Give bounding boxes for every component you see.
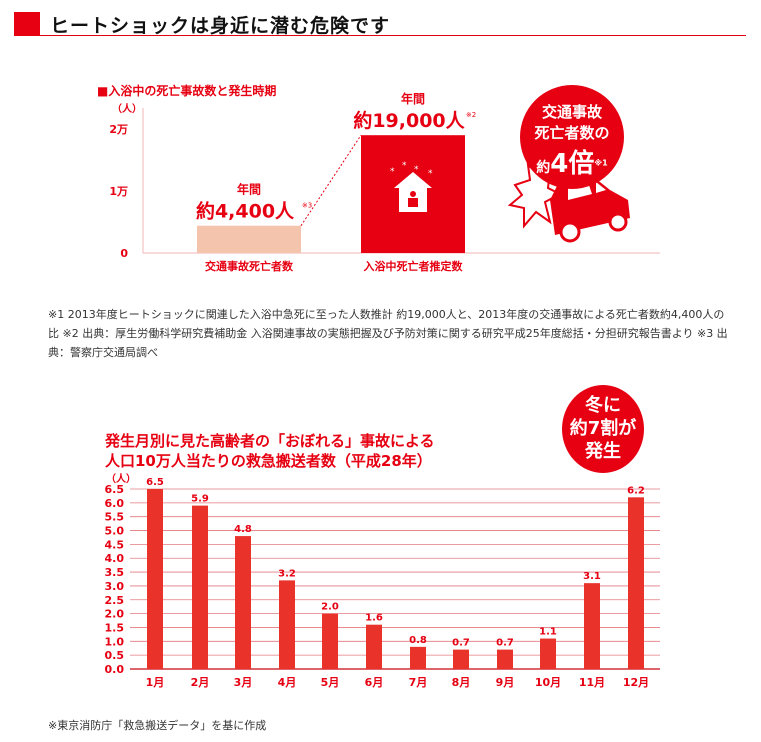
callout-winter-line2: 約7割が (569, 418, 637, 439)
chart2-value-label: 6.5 (146, 477, 164, 488)
chart2-ytick: 1.0 (105, 635, 125, 648)
callout-line2: 死亡者数の (534, 124, 610, 142)
bar-label-note: ※2 (466, 111, 476, 119)
chart1-ytick: 1万 (109, 185, 128, 198)
chart2-bar (410, 646, 426, 669)
chart2-value-label: 1.1 (539, 627, 557, 638)
chart2-month-label: 10月 (535, 676, 561, 689)
chart2-month-label: 12月 (623, 676, 649, 689)
chart2-bar (584, 583, 600, 669)
chart2-value-label: 1.6 (365, 613, 383, 624)
chart2-month-label: 1月 (146, 676, 165, 689)
callout-winter: 冬に 約7割が 発生 (562, 385, 644, 473)
header-marker (14, 12, 40, 36)
chart2-ytick: 6.5 (105, 483, 125, 496)
chart2-ytick: 3.5 (105, 566, 125, 579)
callout-prefix: 約 (536, 160, 551, 176)
chart2-bar (540, 638, 556, 669)
car-crash-icon (507, 162, 630, 243)
chart1-ytick: 0 (120, 247, 128, 260)
bar-label-note: ※3 (302, 202, 312, 210)
bar-label-top: 年間 (401, 91, 425, 106)
callout-line1: 交通事故 (541, 103, 602, 121)
chart2-value-label: 2.0 (321, 602, 339, 613)
chart2-month-label: 3月 (234, 676, 253, 689)
chart2-value-label: 3.1 (583, 571, 601, 582)
chart2-bar (147, 489, 163, 669)
chart2-subtitle: 人口10万人当たりの救急搬送者数（平成28年） (105, 452, 432, 470)
callout-winter-line3: 発生 (585, 441, 621, 462)
bar-label-main: 約19,000人 (353, 109, 465, 132)
chart2-ytick: 3.0 (105, 580, 125, 593)
chart2-ytick: 4.5 (105, 538, 125, 551)
chart2-value-label: 4.8 (234, 524, 252, 535)
snowflake-icon: * (414, 165, 419, 175)
chart2-bar (497, 649, 513, 669)
chart2-month-label: 4月 (278, 676, 297, 689)
chart2-value-label: 6.2 (627, 485, 645, 496)
chart2-ytick: 0.5 (105, 649, 125, 662)
chart2-month-label: 9月 (496, 676, 515, 689)
header-divider (14, 35, 746, 36)
chart2-bar (322, 613, 338, 669)
chart1-title: ■入浴中の死亡事故数と発生時期 (97, 83, 276, 98)
chart2-value-label: 3.2 (278, 568, 296, 579)
chart2-bar (453, 649, 469, 669)
chart2-ytick: 2.0 (105, 608, 125, 621)
chart2-bar (628, 497, 644, 669)
chart2-ylabel: （人） (106, 472, 136, 485)
chart2-bar (279, 580, 295, 669)
chart1-ytick: 2万 (109, 123, 128, 136)
chart2-ytick: 5.0 (105, 525, 125, 538)
chart2-ytick: 1.5 (105, 621, 125, 634)
chart2-month-label: 2月 (191, 676, 210, 689)
chart2-ytick: 2.5 (105, 594, 125, 607)
footnotes: ※1 2013年度ヒートショックに関連した入浴中急死に至った人数推計 約19,0… (48, 308, 728, 359)
chart2-value-label: 0.7 (496, 638, 514, 649)
chart2-month-label: 6月 (365, 676, 384, 689)
chart2-title: 発生月別に見た高齢者の「おぼれる」事故による (104, 432, 435, 450)
chart1-ylabel: （人） (112, 102, 142, 115)
bar-label-top: 年間 (237, 182, 261, 197)
chart2-bar (192, 505, 208, 669)
callout-big: 4倍 (550, 149, 595, 179)
chart1-category: 交通事故死亡者数 (205, 259, 294, 273)
chart1-category: 入浴中死亡者推定数 (364, 259, 464, 273)
callout-winter-line1: 冬に (585, 395, 621, 416)
bath-house-icon (394, 172, 432, 212)
chart2-bar (366, 624, 382, 669)
chart2-ytick: 0.0 (105, 663, 125, 676)
chart2-month-label: 5月 (321, 676, 340, 689)
chart2-month-label: 11月 (579, 676, 605, 689)
callout-note: ※1 (594, 158, 608, 168)
chart2-value-label: 0.8 (409, 635, 427, 646)
source-note: ※東京消防庁「救急搬送データ」を基に作成 (48, 719, 267, 732)
chart2-ytick: 5.5 (105, 511, 125, 524)
chart1-bar (197, 225, 301, 253)
bar-label-main: 約4,400人 (196, 200, 295, 223)
callout-4x: 交通事故 死亡者数の 約4倍※1 (520, 85, 624, 189)
snowflake-icon: * (390, 167, 395, 177)
page-title: ヒートショックは身近に潜む危険です (50, 15, 391, 37)
chart2-value-label: 5.9 (191, 494, 209, 505)
chart2-bar (235, 536, 251, 669)
snowflake-icon: * (428, 169, 433, 179)
chart2-month-label: 7月 (409, 676, 428, 689)
chart2-month-label: 8月 (452, 676, 471, 689)
chart2-value-label: 0.7 (452, 638, 470, 649)
chart2-ytick: 6.0 (105, 497, 125, 510)
connector-dashed-line (300, 134, 362, 226)
snowflake-icon: * (402, 161, 407, 171)
chart2-ytick: 4.0 (105, 552, 125, 565)
